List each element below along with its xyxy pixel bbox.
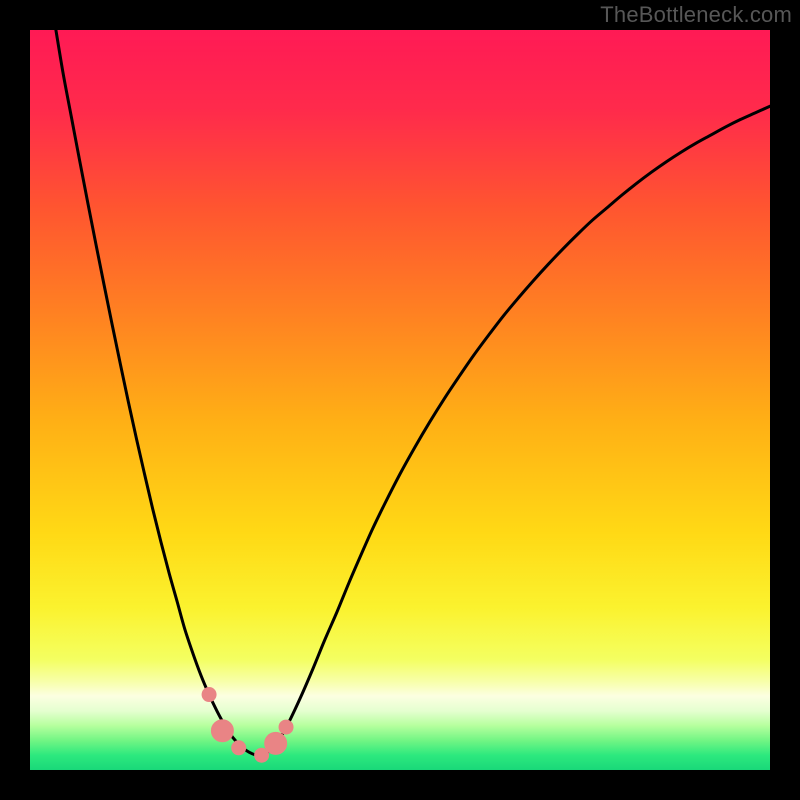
gradient-background: [30, 30, 770, 770]
watermark-text: TheBottleneck.com: [600, 2, 792, 28]
curve-marker: [232, 741, 246, 755]
curve-marker: [279, 720, 293, 734]
curve-marker: [211, 720, 233, 742]
chart-svg: [0, 0, 800, 800]
figure-stage: TheBottleneck.com: [0, 0, 800, 800]
curve-marker: [265, 732, 287, 754]
curve-marker: [202, 688, 216, 702]
